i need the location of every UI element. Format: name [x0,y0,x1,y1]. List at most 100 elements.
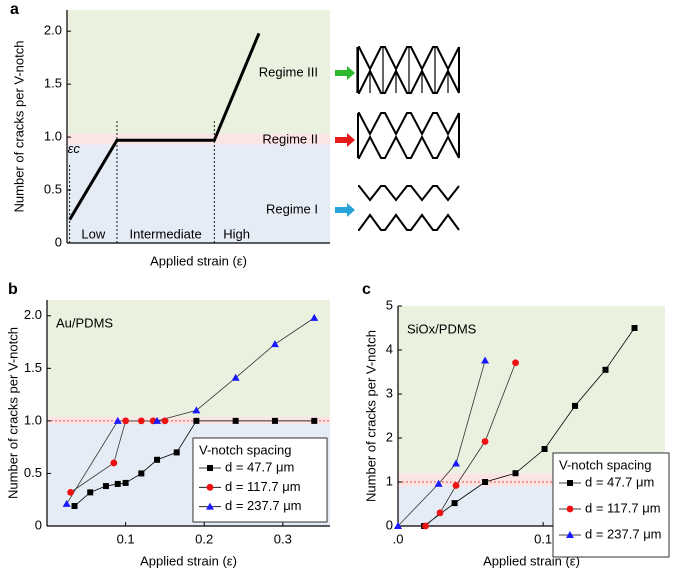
y-tick-label: 1.0 [44,129,62,144]
legend-marker [206,483,214,491]
marker [270,340,279,348]
legend-label: d = 117.7 μm [225,479,301,494]
marker [512,470,519,477]
notch-side [357,113,460,158]
marker [482,479,489,485]
notch-strip [358,185,460,202]
notch-strip [358,213,460,231]
legend-marker [567,480,573,486]
curve [68,32,261,221]
legend-label: d = 47.7 μm [225,459,294,474]
panel-label: a [10,1,19,18]
legend-label: d = 117.7 μm [585,500,661,515]
marker [138,470,145,477]
marker [422,522,429,530]
x-tick-label: 0.2 [195,531,213,546]
legend-label: d = 237.7 μm [585,526,662,541]
marker [436,509,444,517]
marker [122,479,129,486]
y-tick-label: 1.5 [44,76,62,91]
y-tick-label: 0.5 [24,465,42,480]
marker [452,459,461,467]
y-tick-label: 5 [386,297,393,312]
y-tick-label: 1.5 [24,360,42,375]
marker [231,373,240,381]
y-tick-label: 2.0 [44,23,62,38]
band [398,306,665,474]
marker [71,503,78,510]
marker [87,489,94,496]
marker [110,459,118,467]
x-tick-label: 0.3 [274,531,292,546]
marker [192,406,201,414]
legend-title: V-notch spacing [199,442,292,457]
panel-label: c [362,281,371,298]
regime-arrow [335,203,355,217]
marker [113,416,122,424]
y-tick-label: 0 [55,234,62,249]
series-line [423,327,635,527]
legend-marker [206,502,214,510]
legend-marker [566,531,574,538]
marker [481,356,490,364]
legend-label: d = 237.7 μm [225,498,302,513]
y-axis-title: Number of cracks per V-notch [363,330,378,502]
marker [572,402,579,409]
marker [451,500,458,507]
band [67,144,330,243]
y-tick-label: 2 [386,429,393,444]
notch-strip [358,112,460,137]
band [67,10,330,134]
x-axis-title: Applied strain (ε) [150,253,247,268]
y-axis-title: Number of cracks per V-notch [11,41,26,213]
x-axis-title: Applied strain (ε) [140,553,237,568]
marker [62,499,71,507]
marker [541,446,548,452]
legend-marker [207,465,213,471]
marker [512,359,519,367]
region-label: Low [81,226,105,241]
marker [137,417,145,425]
x-tick-label: .0 [393,531,404,546]
x-tick-label: 0.1 [534,531,552,546]
y-tick-label: 0 [386,517,393,532]
notch-side [357,47,460,93]
marker [452,482,460,489]
chart-title: SiOx/PDMS [407,321,477,336]
marker [310,313,319,321]
chart-title: Au/PDMS [56,315,113,330]
legend-box [552,452,670,558]
series-line [397,360,486,527]
marker [153,416,162,424]
marker [193,417,200,424]
regime-label: Regime I [266,201,318,216]
regime-arrow [335,133,355,147]
y-tick-label: 0 [35,517,42,532]
regime-arrow [335,66,355,80]
marker [102,483,109,490]
legend-box [192,437,328,523]
y-tick-label: 3 [386,385,393,400]
marker [311,417,318,424]
marker [154,456,161,463]
marker [161,417,169,425]
marker [271,417,278,424]
region-label: High [223,226,250,241]
legend-title: V-notch spacing [559,457,652,472]
regime-label: Regime III [259,64,318,79]
band [47,416,330,425]
y-axis-title: Number of cracks per V-notch [5,327,20,499]
marker [122,417,130,425]
panel-label: b [8,281,18,298]
y-tick-label: 2.0 [24,307,42,322]
notch-strip [358,134,460,159]
band [47,300,330,417]
regime-label: Regime II [262,131,318,146]
x-tick-label: 0.1 [117,531,135,546]
y-tick-label: 4 [386,341,393,356]
y-tick-label: 0.5 [44,181,62,196]
legend-label: d = 47.7 μm [585,474,654,489]
y-tick-label: 1 [386,473,393,488]
